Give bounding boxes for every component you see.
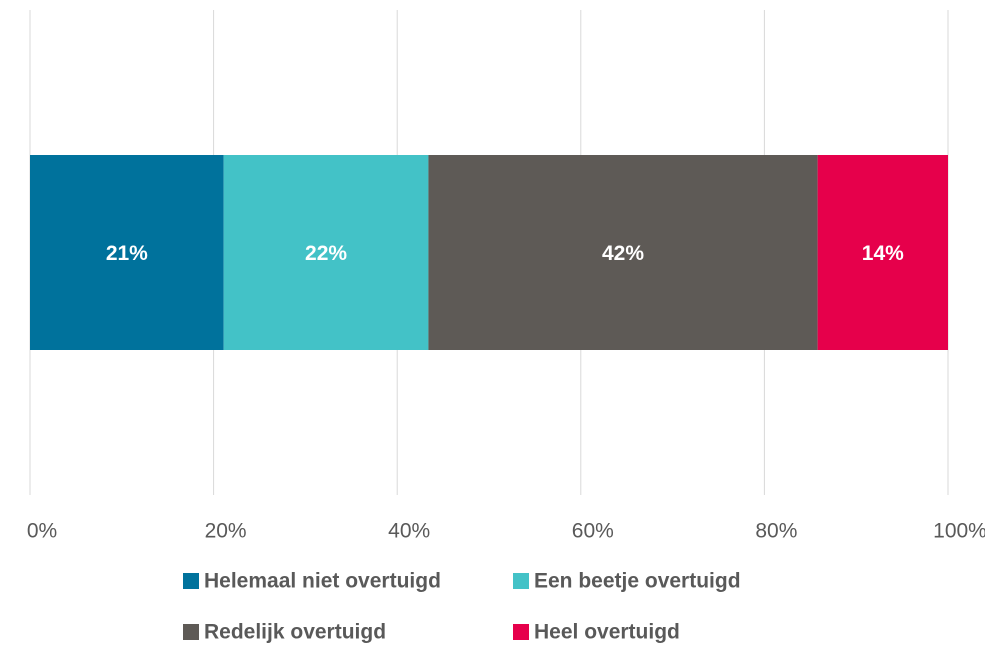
legend-swatch (183, 624, 199, 640)
legend-label: Helemaal niet overtuigd (204, 570, 441, 593)
legend-swatch (183, 573, 199, 589)
legend-swatch (513, 624, 529, 640)
x-tick-label: 40% (388, 520, 430, 543)
legend-label: Heel overtuigd (534, 621, 680, 644)
legend-swatch (513, 573, 529, 589)
bar-segment (30, 155, 224, 350)
bar-segment (223, 155, 429, 350)
bar-segment (817, 155, 948, 350)
data-label: 42% (602, 242, 644, 265)
data-label: 22% (305, 242, 347, 265)
x-tick-label: 60% (572, 520, 614, 543)
bar-segment (428, 155, 818, 350)
legend-label: Een beetje overtuigd (534, 570, 741, 593)
data-label: 21% (106, 242, 148, 265)
x-tick-label: 0% (27, 520, 57, 543)
data-label: 14% (862, 242, 904, 265)
legend-label: Redelijk overtuigd (204, 621, 386, 644)
x-tick-label: 100% (933, 520, 985, 543)
x-tick-label: 80% (755, 520, 797, 543)
x-tick-label: 20% (205, 520, 247, 543)
